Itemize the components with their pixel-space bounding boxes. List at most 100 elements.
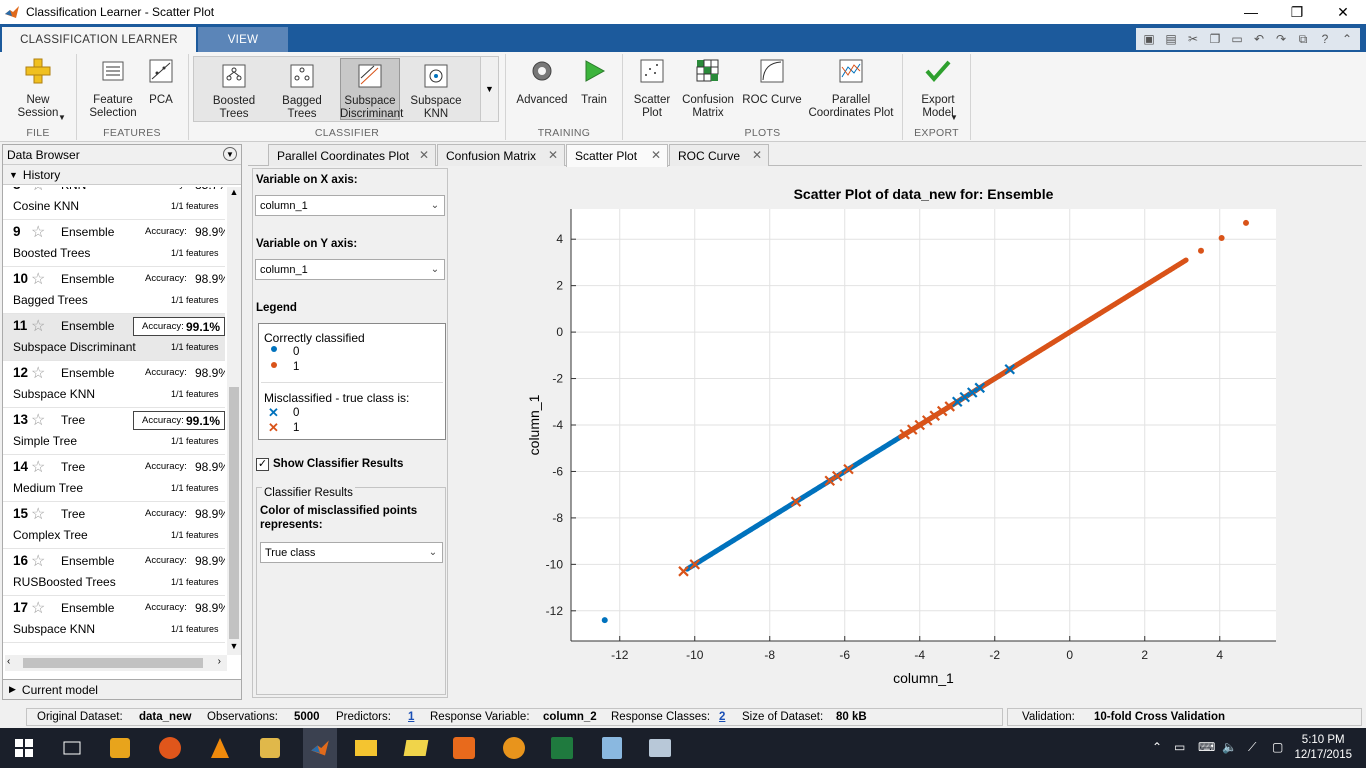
notifications-icon[interactable]: ▢ bbox=[1272, 740, 1284, 754]
help-icon[interactable]: ? bbox=[1321, 32, 1329, 46]
tab-classification-learner[interactable]: CLASSIFICATION LEARNER bbox=[2, 27, 196, 52]
scroll-up-icon[interactable]: ▲ bbox=[229, 187, 239, 197]
confusion-matrix-button[interactable]: Confusion Matrix bbox=[680, 56, 736, 120]
star-icon[interactable]: ☆ bbox=[31, 271, 46, 288]
minimize-button[interactable]: — bbox=[1244, 4, 1258, 20]
scroll-thumb[interactable] bbox=[229, 387, 239, 639]
scatter-chart[interactable]: -12 -10 -8 -6 -4 -2 0 2 4 -12 -10 -8 -6 -4 -2 0 2 4 Scatte… bbox=[450, 168, 1362, 698]
export-model-button[interactable]: Export Model ▼ bbox=[910, 56, 966, 122]
history-item-8[interactable]: 8 ☆ KNN Accuracy: 85.7% Cosine KNN 1/1 f… bbox=[3, 187, 225, 220]
advanced-button[interactable]: Advanced bbox=[514, 56, 570, 107]
pca-button[interactable]: PCA bbox=[144, 56, 178, 107]
history-item-9[interactable]: 9 ☆ Ensemble Accuracy: 98.9% Boosted Tre… bbox=[3, 220, 225, 267]
history-item-17[interactable]: 17 ☆ Ensemble Accuracy: 98.9% Subspace K… bbox=[3, 596, 225, 643]
predictors-link[interactable]: 1 bbox=[408, 711, 415, 723]
wifi-icon[interactable]: ⟋ bbox=[1248, 740, 1257, 754]
color-meaning-select[interactable]: True class ⌄ bbox=[260, 542, 443, 563]
subspace-knn-button[interactable]: Subspace KNN bbox=[408, 61, 464, 121]
new-session-button[interactable]: New Session ▼ bbox=[8, 56, 68, 122]
misclassified-point bbox=[936, 405, 948, 417]
bagged-trees-button[interactable]: Bagged Trees bbox=[274, 61, 330, 121]
panel-menu-icon[interactable]: ▼ bbox=[223, 147, 237, 161]
tray-app-icon[interactable]: ▭ bbox=[1174, 740, 1186, 754]
star-icon[interactable]: ☆ bbox=[31, 318, 46, 335]
history-item-16[interactable]: 16 ☆ Ensemble Accuracy: 98.9% RUSBoosted… bbox=[3, 549, 225, 596]
star-icon[interactable]: ☆ bbox=[31, 459, 46, 476]
tray-ime-icon[interactable]: ⌨ bbox=[1198, 740, 1216, 754]
roc-curve-button[interactable]: ROC Curve bbox=[742, 56, 802, 107]
undo-icon[interactable]: ↶ bbox=[1253, 32, 1265, 46]
task-view-icon[interactable] bbox=[58, 734, 86, 762]
close-tab-icon[interactable]: ✕ bbox=[751, 148, 762, 162]
gallery-expand-icon[interactable]: ▼ bbox=[480, 57, 498, 121]
subspace-discriminant-button[interactable]: Subspace Discriminant bbox=[340, 61, 403, 121]
close-tab-icon[interactable]: ✕ bbox=[547, 148, 558, 162]
network-monitor-icon[interactable] bbox=[646, 734, 674, 762]
boosted-trees-button[interactable]: Boosted Trees bbox=[206, 61, 262, 121]
star-icon[interactable]: ☆ bbox=[31, 506, 46, 523]
tray-chevron-icon[interactable]: ⌃ bbox=[1152, 740, 1163, 754]
star-icon[interactable]: ☆ bbox=[31, 553, 46, 570]
history-item-15[interactable]: 15 ☆ Tree Accuracy: 98.9% Complex Tree 1… bbox=[3, 502, 225, 549]
history-item-12[interactable]: 12 ☆ Ensemble Accuracy: 98.9% Subspace K… bbox=[3, 361, 225, 408]
y-axis-select[interactable]: column_1 ⌄ bbox=[255, 259, 445, 280]
show-results-checkbox[interactable]: ✓ bbox=[256, 458, 269, 471]
star-icon[interactable]: ☆ bbox=[31, 365, 46, 382]
sticky-notes-icon[interactable] bbox=[402, 734, 430, 762]
tab-view[interactable]: VIEW bbox=[198, 27, 288, 52]
data-point bbox=[1243, 219, 1249, 226]
history-item-10[interactable]: 10 ☆ Ensemble Accuracy: 98.9% Bagged Tre… bbox=[3, 267, 225, 314]
paste-icon[interactable]: ▭ bbox=[1231, 32, 1243, 46]
parallel-coordinates-button[interactable]: Parallel Coordinates Plot bbox=[806, 56, 896, 120]
history-item-13[interactable]: 13 ☆ Tree Accuracy: 99.1% Simple Tree 1/… bbox=[3, 408, 225, 455]
hscroll-thumb[interactable] bbox=[23, 658, 203, 668]
history-horizontal-scrollbar[interactable]: ‹ › bbox=[5, 655, 227, 671]
vlc-icon[interactable] bbox=[206, 734, 234, 762]
x-axis-select[interactable]: column_1 ⌄ bbox=[255, 195, 445, 216]
star-icon[interactable]: ☆ bbox=[31, 224, 46, 241]
tab-roc-curve[interactable]: ROC Curve ✕ bbox=[669, 144, 769, 166]
collapse-ribbon-icon[interactable]: ⌃ bbox=[1341, 32, 1353, 46]
response-classes-link[interactable]: 2 bbox=[719, 711, 726, 723]
star-icon[interactable]: ☆ bbox=[31, 600, 46, 617]
star-icon[interactable]: ☆ bbox=[31, 187, 45, 195]
excel-icon[interactable] bbox=[548, 734, 576, 762]
python-icon[interactable] bbox=[256, 734, 284, 762]
model-subtype: Subspace Discriminant bbox=[13, 340, 136, 354]
scroll-left-icon[interactable]: ‹ bbox=[7, 656, 11, 667]
save-icon[interactable]: ▤ bbox=[1165, 32, 1177, 46]
switch-windows-icon[interactable]: ⧉ bbox=[1298, 31, 1308, 46]
tab-scatter-plot[interactable]: Scatter Plot ✕ bbox=[566, 144, 668, 167]
close-tab-icon[interactable]: ✕ bbox=[418, 148, 429, 162]
firefox-icon[interactable] bbox=[156, 734, 184, 762]
cut-icon[interactable]: ✂ bbox=[1187, 32, 1199, 46]
close-button[interactable]: ✕ bbox=[1337, 3, 1349, 20]
scatter-plot-button[interactable]: Scatter Plot bbox=[628, 56, 676, 120]
train-button[interactable]: Train bbox=[576, 56, 612, 107]
history-item-11[interactable]: 11 ☆ Ensemble Accuracy: 99.1% Subspace D… bbox=[3, 314, 225, 361]
matlab-taskbar-icon[interactable] bbox=[303, 728, 337, 768]
feature-selection-button[interactable]: Feature Selection bbox=[84, 56, 142, 120]
app-orange-icon[interactable] bbox=[500, 734, 528, 762]
taskbar-clock[interactable]: 5:10 PM 12/17/2015 bbox=[1294, 733, 1352, 763]
scroll-down-icon[interactable]: ▼ bbox=[229, 641, 239, 651]
current-model-header[interactable]: ▶ Current model bbox=[3, 679, 241, 699]
windows-start-icon[interactable] bbox=[10, 734, 38, 762]
app-g-icon[interactable] bbox=[450, 734, 478, 762]
volume-icon[interactable]: 🔈 bbox=[1222, 740, 1237, 754]
maximize-button[interactable]: ❐ bbox=[1290, 3, 1304, 20]
history-item-14[interactable]: 14 ☆ Tree Accuracy: 98.9% Medium Tree 1/… bbox=[3, 455, 225, 502]
scroll-right-icon[interactable]: › bbox=[217, 656, 221, 667]
history-vertical-scrollbar[interactable]: ▲ ▼ bbox=[227, 187, 241, 655]
close-tab-icon[interactable]: ✕ bbox=[650, 148, 661, 162]
copy-icon[interactable]: ❐ bbox=[1209, 32, 1221, 46]
media-player-icon[interactable] bbox=[106, 734, 134, 762]
tab-parallel-coordinates[interactable]: Parallel Coordinates Plot ✕ bbox=[268, 144, 436, 166]
star-icon[interactable]: ☆ bbox=[31, 412, 46, 429]
layout-icon[interactable]: ▣ bbox=[1143, 32, 1155, 46]
tab-confusion-matrix[interactable]: Confusion Matrix ✕ bbox=[437, 144, 565, 166]
file-explorer-icon[interactable] bbox=[352, 734, 380, 762]
history-header[interactable]: ▼ History bbox=[3, 165, 241, 185]
notebook-icon[interactable] bbox=[598, 734, 626, 762]
redo-icon[interactable]: ↷ bbox=[1275, 32, 1287, 46]
